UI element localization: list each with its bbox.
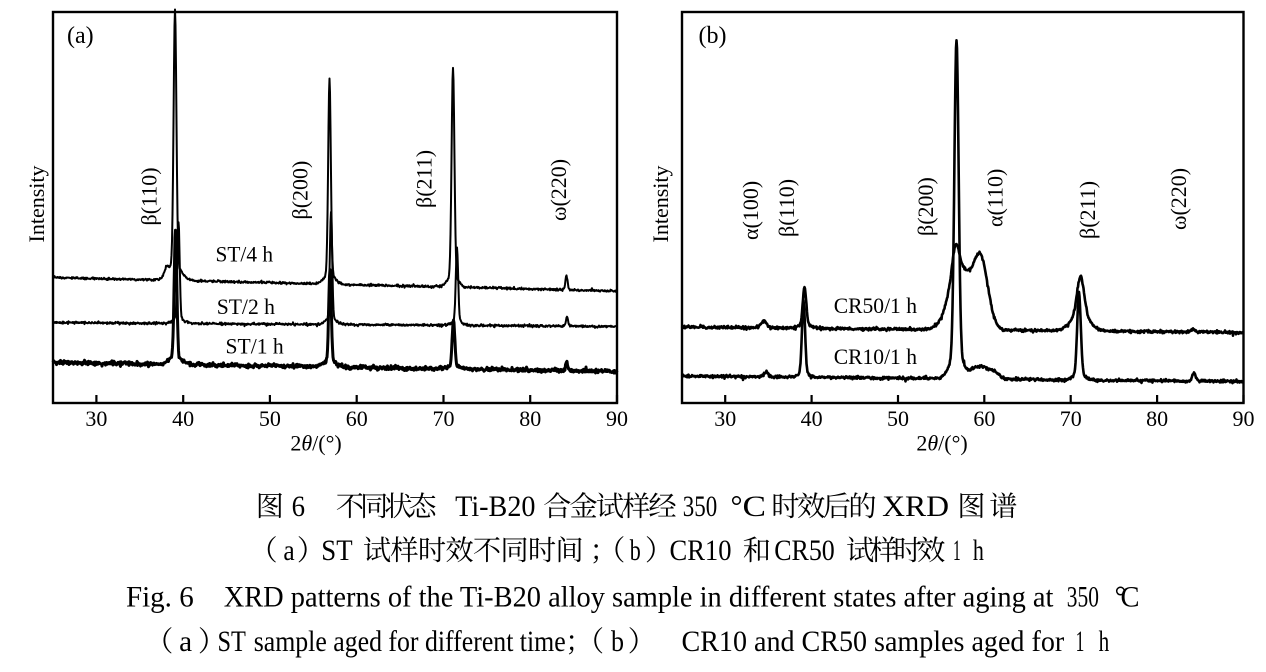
svg-text:Intensity: Intensity xyxy=(648,166,673,243)
svg-text:ω(220): ω(220) xyxy=(546,159,571,221)
svg-text:β(200): β(200) xyxy=(288,161,313,220)
svg-text:sample aged for different time: sample aged for different time xyxy=(254,625,566,658)
svg-text:60: 60 xyxy=(346,406,368,431)
svg-text:h: h xyxy=(973,534,984,567)
svg-text:90: 90 xyxy=(1233,406,1255,431)
svg-text:1: 1 xyxy=(953,534,961,567)
svg-text:ST/2 h: ST/2 h xyxy=(217,294,275,319)
svg-text:β(211): β(211) xyxy=(412,150,437,208)
svg-text:°: ° xyxy=(1115,581,1127,614)
svg-text:b: b xyxy=(630,534,641,567)
svg-text:β(211): β(211) xyxy=(1075,181,1100,239)
svg-text:70: 70 xyxy=(1060,406,1082,431)
svg-text:(b): (b) xyxy=(699,23,727,49)
svg-text:30: 30 xyxy=(714,406,736,431)
svg-text:(a): (a) xyxy=(67,23,94,49)
svg-text:β(110): β(110) xyxy=(774,179,799,237)
svg-text:6: 6 xyxy=(292,490,305,523)
svg-text:a: a xyxy=(179,625,192,658)
svg-text:ω(220): ω(220) xyxy=(1166,168,1191,230)
svg-text:CR10 and CR50 samples aged for: CR10 and CR50 samples aged for xyxy=(682,625,1065,658)
svg-text:°: ° xyxy=(731,490,743,523)
svg-text:350: 350 xyxy=(1067,581,1099,614)
svg-text:ST/1 h: ST/1 h xyxy=(226,334,284,359)
svg-text:h: h xyxy=(1099,625,1110,658)
svg-text:b: b xyxy=(611,625,624,658)
svg-text:Fig. 6: Fig. 6 xyxy=(126,581,194,614)
svg-text:80: 80 xyxy=(519,406,541,431)
svg-text:α(100): α(100) xyxy=(738,181,763,240)
svg-text:CR10/1 h: CR10/1 h xyxy=(834,344,917,369)
svg-text:α(110): α(110) xyxy=(983,169,1008,227)
svg-text:30: 30 xyxy=(85,406,107,431)
svg-text:80: 80 xyxy=(1146,406,1168,431)
svg-text:40: 40 xyxy=(172,406,194,431)
svg-text:40: 40 xyxy=(801,406,823,431)
svg-text:50: 50 xyxy=(259,406,281,431)
svg-text:70: 70 xyxy=(432,406,454,431)
svg-text:50: 50 xyxy=(887,406,909,431)
svg-text:ST: ST xyxy=(218,625,246,658)
svg-text:ST/4 h: ST/4 h xyxy=(216,242,274,267)
svg-text:1: 1 xyxy=(1076,625,1085,658)
svg-text:350: 350 xyxy=(683,490,717,523)
svg-text:ST: ST xyxy=(321,534,352,567)
svg-text:CR10: CR10 xyxy=(670,534,732,567)
svg-text:β(200): β(200) xyxy=(913,177,938,236)
svg-text:90: 90 xyxy=(606,406,628,431)
svg-text:Intensity: Intensity xyxy=(24,166,49,243)
svg-text:60: 60 xyxy=(973,406,995,431)
svg-text:β(110): β(110) xyxy=(137,167,162,225)
svg-text:XRD: XRD xyxy=(882,490,949,523)
svg-text:2θ/(°): 2θ/(°) xyxy=(290,431,341,456)
svg-text:2θ/(°): 2θ/(°) xyxy=(916,431,967,456)
svg-text:a: a xyxy=(283,534,294,567)
svg-text:CR50/1 h: CR50/1 h xyxy=(834,293,917,318)
svg-text:XRD patterns of the Ti-B20 all: XRD patterns of the Ti-B20 alloy sample … xyxy=(224,581,1054,614)
svg-text:Ti-B20: Ti-B20 xyxy=(455,490,535,523)
svg-text:C: C xyxy=(743,490,767,523)
svg-text:C: C xyxy=(1121,581,1140,614)
svg-text:CR50: CR50 xyxy=(774,534,835,567)
